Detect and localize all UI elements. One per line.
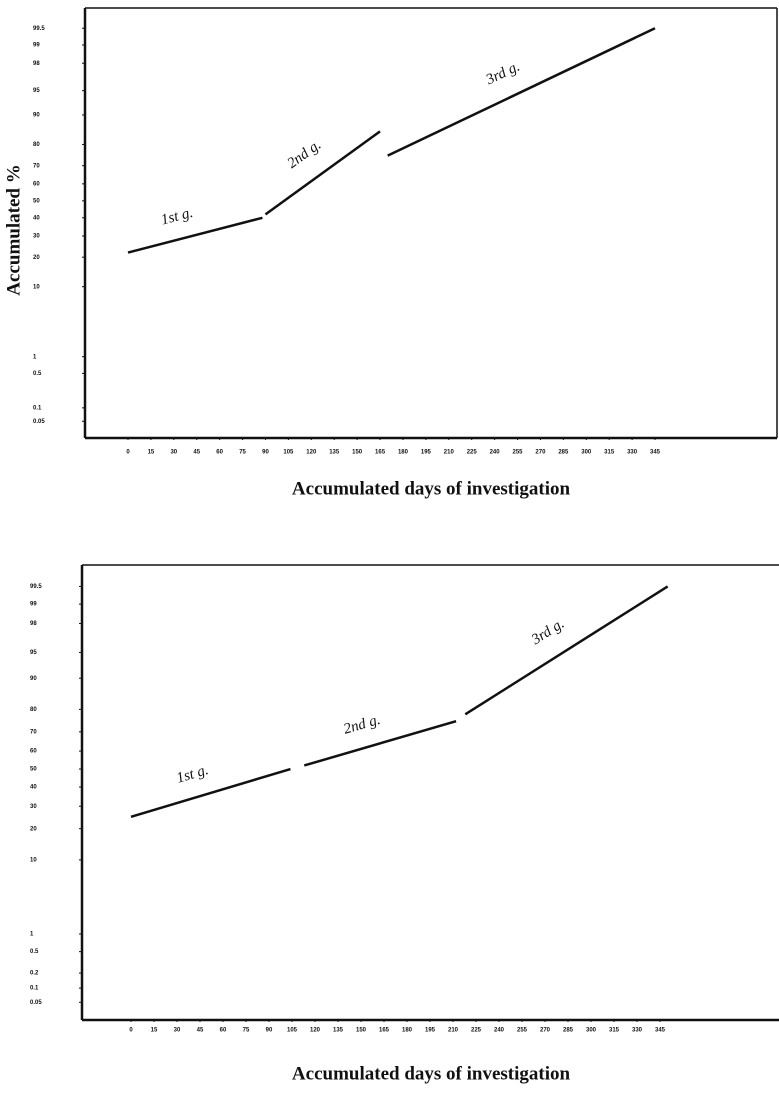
x-tick-label: 15	[148, 450, 155, 456]
y-tick-label: 60	[33, 181, 40, 187]
x-tick-label: 135	[333, 1028, 344, 1034]
y-tick-label: 1	[33, 354, 37, 360]
line-segment	[464, 585, 669, 716]
segment-label: 3rd g.	[528, 616, 567, 649]
x-tick-label: 240	[490, 450, 501, 456]
y-tick-label: 95	[30, 650, 37, 656]
x-tick-label: 225	[471, 1028, 482, 1034]
x-tick-label: 195	[421, 450, 432, 456]
x-tick-label: 0	[126, 450, 130, 456]
y-tick-label: 1	[30, 932, 34, 938]
y-tick-label: 40	[30, 785, 37, 791]
y-tick-label: 30	[33, 234, 40, 240]
segment-label: 2nd g.	[285, 137, 325, 172]
x-axis-title: Accumulated days of investigation	[292, 478, 571, 499]
x-tick-label: 180	[402, 1028, 413, 1034]
x-tick-label: 315	[609, 1028, 620, 1034]
x-tick-label: 225	[467, 450, 478, 456]
y-tick-label: 0.5	[30, 949, 39, 955]
x-tick-label: 75	[239, 450, 246, 456]
y-tick-label: 0.05	[30, 1000, 42, 1006]
segment-label: 3rd g.	[483, 59, 523, 89]
y-tick-label: 10	[33, 284, 40, 290]
x-tick-label: 165	[379, 1028, 390, 1034]
x-tick-label: 105	[287, 1028, 298, 1034]
y-tick-label: 60	[30, 749, 37, 755]
x-tick-label: 210	[444, 450, 455, 456]
x-tick-label: 135	[329, 450, 340, 456]
x-tick-label: 345	[650, 450, 661, 456]
x-tick-label: 330	[632, 1028, 643, 1034]
x-tick-label: 150	[352, 450, 363, 456]
y-tick-label: 50	[33, 198, 40, 204]
y-tick-label: 95	[33, 88, 40, 94]
x-tick-label: 270	[540, 1028, 551, 1034]
y-tick-label: 80	[30, 707, 37, 713]
y-tick-label: 90	[30, 676, 37, 682]
line-segment	[130, 767, 291, 819]
x-tick-label: 45	[193, 450, 200, 456]
x-tick-label: 150	[356, 1028, 367, 1034]
x-tick-label: 120	[306, 450, 317, 456]
x-tick-label: 15	[151, 1028, 158, 1034]
y-tick-label: 0.1	[30, 986, 39, 992]
x-tick-label: 30	[174, 1028, 181, 1034]
line-segment	[264, 130, 381, 216]
y-tick-label: 98	[30, 621, 37, 627]
y-axis-title: Accumulated %	[3, 164, 24, 295]
x-tick-label: 255	[517, 1028, 528, 1034]
y-tick-label: 30	[30, 804, 37, 810]
segment-label: 1st g.	[159, 205, 194, 229]
x-tick-label: 90	[262, 450, 269, 456]
y-tick-label: 70	[33, 163, 40, 169]
x-tick-label: 240	[494, 1028, 505, 1034]
x-tick-label: 255	[513, 450, 524, 456]
x-tick-label: 300	[586, 1028, 597, 1034]
y-tick-label: 80	[33, 142, 40, 148]
x-tick-label: 30	[170, 450, 177, 456]
segment-label: 2nd g.	[342, 712, 382, 738]
y-tick-label: 50	[30, 767, 37, 773]
x-tick-label: 75	[243, 1028, 250, 1034]
x-tick-label: 330	[627, 450, 638, 456]
x-tick-label: 270	[535, 450, 546, 456]
y-tick-label: 0.2	[30, 971, 39, 977]
x-tick-label: 90	[266, 1028, 273, 1034]
segment-label: 1st g.	[175, 762, 211, 787]
y-tick-label: 40	[33, 215, 40, 221]
y-tick-label: 98	[33, 61, 40, 67]
y-tick-label: 99	[30, 602, 37, 608]
y-tick-label: 99.5	[30, 584, 42, 590]
x-tick-label: 120	[310, 1028, 321, 1034]
y-tick-label: 90	[33, 113, 40, 119]
x-axis-title: Accumulated days of investigation	[292, 1063, 571, 1084]
x-tick-label: 285	[563, 1028, 574, 1034]
x-tick-label: 0	[129, 1028, 133, 1034]
x-tick-label: 195	[425, 1028, 436, 1034]
y-tick-label: 70	[30, 729, 37, 735]
x-tick-label: 60	[220, 1028, 227, 1034]
y-tick-label: 0.05	[33, 419, 45, 425]
x-tick-label: 210	[448, 1028, 459, 1034]
x-tick-label: 180	[398, 450, 409, 456]
y-tick-label: 99	[33, 43, 40, 49]
y-tick-label: 20	[33, 255, 40, 261]
x-tick-label: 300	[581, 450, 592, 456]
x-tick-label: 345	[655, 1028, 666, 1034]
y-tick-label: 99.5	[33, 26, 45, 32]
line-segment	[127, 216, 263, 254]
y-tick-label: 0.1	[33, 405, 42, 411]
line-segment	[387, 27, 656, 157]
x-tick-label: 165	[375, 450, 386, 456]
x-tick-label: 285	[558, 450, 569, 456]
x-tick-label: 45	[197, 1028, 204, 1034]
y-tick-label: 10	[30, 857, 37, 863]
x-tick-label: 60	[216, 450, 223, 456]
y-tick-label: 20	[30, 826, 37, 832]
x-tick-label: 315	[604, 450, 615, 456]
y-tick-label: 0.5	[33, 371, 42, 377]
x-tick-label: 105	[283, 450, 294, 456]
line-segment	[303, 720, 457, 767]
